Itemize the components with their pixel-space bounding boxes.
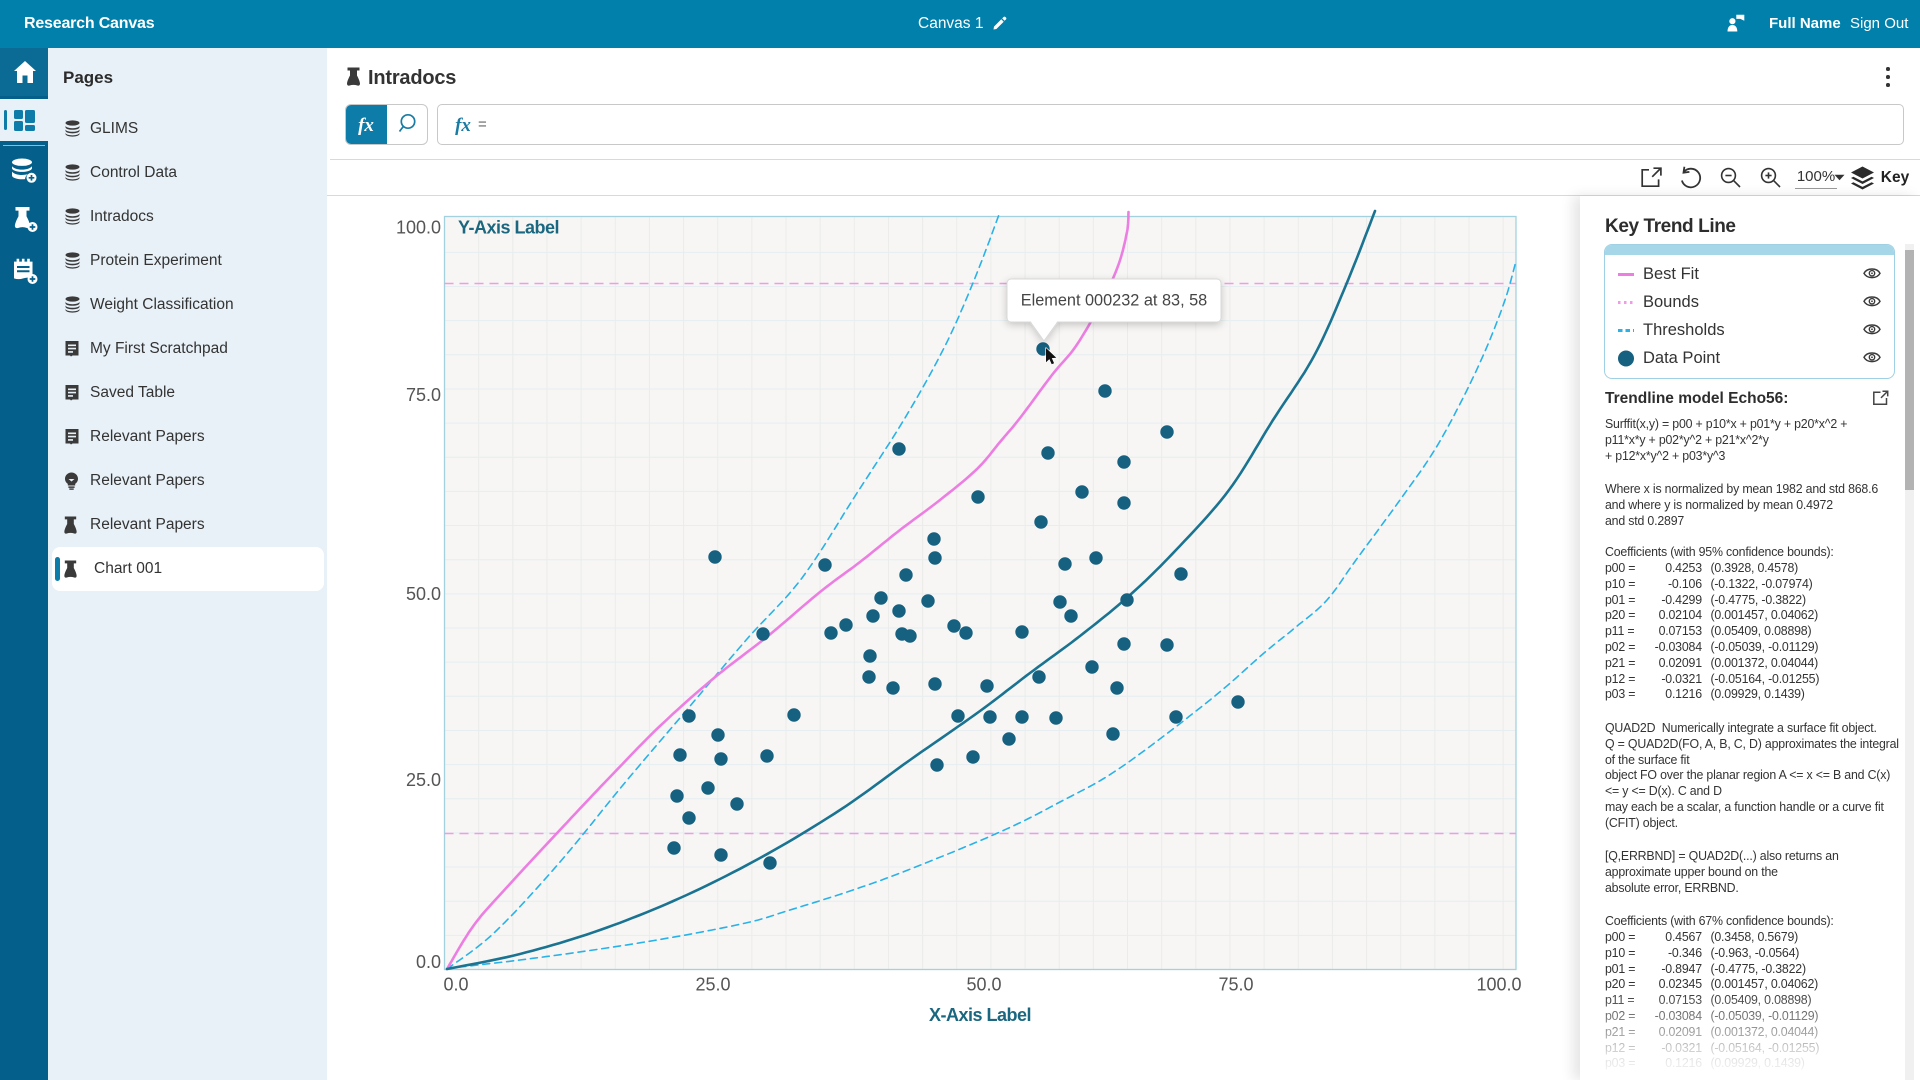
svg-text:25.0: 25.0 (695, 974, 730, 994)
svg-text:100.0: 100.0 (396, 217, 441, 237)
svg-text:fx: fx (455, 115, 471, 136)
svg-text:25.0: 25.0 (406, 770, 441, 790)
svg-text:0.0: 0.0 (443, 974, 468, 994)
svg-text:50.0: 50.0 (406, 584, 441, 604)
svg-text:Element 000232 at 83, 58: Element 000232 at 83, 58 (1021, 291, 1207, 309)
svg-text:50.0: 50.0 (966, 974, 1001, 994)
svg-text:0.0: 0.0 (416, 952, 441, 972)
svg-text:Y-Axis Label: Y-Axis Label (458, 217, 559, 237)
svg-text:X-Axis Label: X-Axis Label (929, 1005, 1031, 1025)
svg-text:75.0: 75.0 (1218, 974, 1253, 994)
svg-text:fx: fx (358, 115, 374, 136)
svg-text:100.0: 100.0 (1476, 974, 1521, 994)
svg-text:75.0: 75.0 (406, 385, 441, 405)
